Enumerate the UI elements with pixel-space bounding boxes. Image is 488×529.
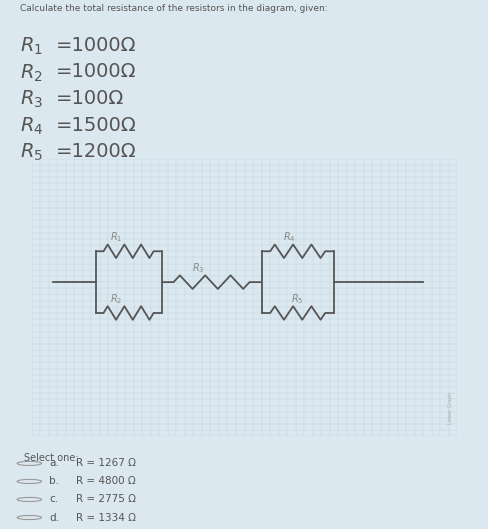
Text: R = 2775 Ω: R = 2775 Ω	[76, 495, 136, 505]
Text: $R_1$: $R_1$	[109, 231, 122, 244]
Text: $R_4$: $R_4$	[282, 231, 295, 244]
Text: b.: b.	[49, 477, 59, 487]
Text: $R_1$: $R_1$	[20, 35, 42, 57]
Text: R = 4800 Ω: R = 4800 Ω	[76, 477, 135, 487]
Circle shape	[17, 515, 41, 519]
Text: Linear Graph: Linear Graph	[447, 392, 452, 424]
Text: c.: c.	[49, 495, 58, 505]
Text: Calculate the total resistance of the resistors in the diagram, given:: Calculate the total resistance of the re…	[20, 4, 326, 13]
Circle shape	[17, 479, 41, 484]
Text: $R_2$: $R_2$	[109, 292, 122, 306]
Text: $R_5$: $R_5$	[291, 292, 304, 306]
Text: R = 1267 Ω: R = 1267 Ω	[76, 459, 136, 468]
Text: =100Ω: =100Ω	[56, 89, 124, 108]
Text: Select one:: Select one:	[24, 453, 79, 463]
Circle shape	[17, 461, 41, 466]
Text: a.: a.	[49, 459, 59, 468]
Text: =1200Ω: =1200Ω	[56, 142, 137, 161]
Text: d.: d.	[49, 513, 59, 523]
Text: $R_3$: $R_3$	[20, 89, 42, 110]
Text: =1000Ω: =1000Ω	[56, 35, 137, 54]
Text: $R_4$: $R_4$	[20, 115, 43, 137]
Text: $R_3$: $R_3$	[192, 261, 204, 275]
Text: =1000Ω: =1000Ω	[56, 62, 137, 81]
Text: R = 1334 Ω: R = 1334 Ω	[76, 513, 136, 523]
Circle shape	[17, 497, 41, 501]
Text: =1500Ω: =1500Ω	[56, 115, 137, 134]
Text: $R_2$: $R_2$	[20, 62, 42, 84]
Text: $R_5$: $R_5$	[20, 142, 42, 163]
